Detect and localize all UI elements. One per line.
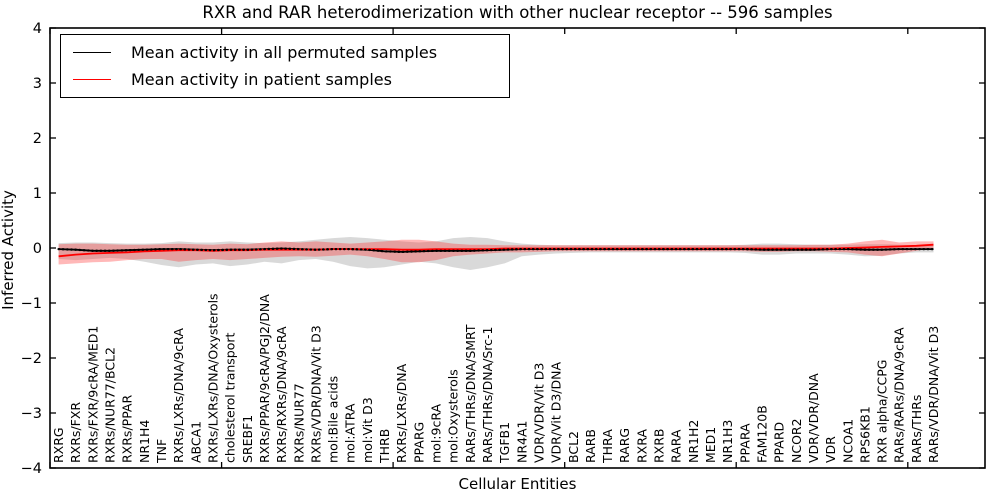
patient-band: [58, 239, 934, 265]
legend: Mean activity in all permuted samples Me…: [60, 34, 510, 98]
x-category-label: RXRs/NUR77: [291, 383, 306, 463]
x-category-label: TNF: [154, 439, 169, 464]
y-tick-label: 3: [33, 76, 42, 92]
legend-entry-patient: Mean activity in patient samples: [73, 66, 499, 93]
x-category-label: PPARA: [737, 423, 752, 463]
x-category-label: VDR/Vit D3/DNA: [549, 362, 564, 463]
patient-line-swatch-icon: [73, 79, 111, 80]
y-tick-label: 2: [33, 131, 42, 147]
x-category-label: PPARD: [772, 422, 787, 463]
x-category-label: RXRs/RXRs/DNA/9cRA: [274, 326, 289, 463]
x-axis-label: Cellular Entities: [458, 475, 577, 493]
x-category-label: THRA: [600, 429, 615, 464]
x-category-label: RXRs/VDR/DNA/Vit D3: [308, 325, 323, 463]
x-category-label: VDR/VDR/DNA: [806, 373, 821, 463]
y-tick-label: −4: [21, 461, 42, 477]
x-category-label: RXRs/LXRs/DNA: [394, 363, 409, 463]
permuted-mean-dotted-line: [57, 247, 935, 254]
permuted-line-swatch-icon: [73, 52, 111, 53]
x-category-label: RARs/VDR/DNA/Vit D3: [926, 326, 941, 463]
x-category-label: RXRA: [634, 429, 649, 463]
x-category-label: THRB: [377, 429, 392, 464]
x-category-label: RXRs/PPAR/9cRA/PGJ2/DNA: [257, 294, 272, 463]
x-category-label: BCL2: [566, 431, 581, 463]
x-category-label: RXRG: [51, 427, 66, 463]
x-category-label: RXRs/LXRs/DNA/Oxysterols: [206, 293, 221, 463]
y-tick-label: 1: [33, 186, 42, 202]
x-category-label: RXR alpha/CCPG: [875, 360, 890, 463]
x-category-label: RARs/THRs: [909, 395, 924, 463]
x-category-label: RARA: [669, 429, 684, 463]
x-category-label: PPARG: [411, 422, 426, 463]
x-category-label: RARs/RARs/DNA/9cRA: [892, 327, 907, 463]
legend-label-patient: Mean activity in patient samples: [131, 70, 392, 89]
x-category-label: mol:Bile acids: [326, 376, 341, 463]
x-category-label: NR4A1: [514, 421, 529, 464]
chart-title: RXR and RAR heterodimerization with othe…: [202, 3, 833, 22]
x-category-label: NCOA1: [840, 419, 855, 463]
x-category-label: NR1H4: [137, 420, 152, 463]
y-tick-label: −2: [21, 351, 42, 367]
x-category-label: MED1: [703, 427, 718, 463]
y-tick-label: −3: [21, 406, 42, 422]
y-tick-label: 4: [33, 21, 42, 37]
legend-label-permuted: Mean activity in all permuted samples: [131, 43, 438, 62]
x-category-label: ABCA1: [188, 421, 203, 463]
x-category-label: RXRB: [652, 428, 667, 463]
patient-mean-line: [58, 243, 934, 258]
x-category-label: NR1H2: [686, 420, 701, 463]
x-category-label: cholesterol transport: [223, 332, 238, 463]
x-category-label: RARG: [617, 428, 632, 463]
x-category-label: RXRs/NUR77/BCL2: [103, 347, 118, 463]
x-category-label: VDR/VDR/Vit D3: [531, 363, 546, 463]
x-category-label: RARs/THRs/DNA/Src-1: [480, 327, 495, 463]
y-axis-label: Inferred Activity: [0, 190, 17, 310]
x-category-label: mol:ATRA: [343, 403, 358, 463]
x-category-label: NCOR2: [789, 418, 804, 463]
x-category-label: mol:Vit D3: [360, 397, 375, 463]
x-category-label: mol:Oxysterols: [446, 369, 461, 463]
x-category-label: FAM120B: [755, 405, 770, 463]
x-category-label: RXRs/PPAR: [120, 395, 135, 463]
x-category-label: NR1H3: [720, 420, 735, 463]
x-category-label: mol:9cRA: [429, 403, 444, 463]
x-category-label: RPS6KB1: [857, 406, 872, 463]
x-category-label: RXRs/LXRs/DNA/9cRA: [171, 328, 186, 463]
permuted-band: [58, 237, 934, 270]
x-category-label: SREBF1: [240, 415, 255, 463]
x-category-label: RXRs/FXR: [68, 402, 83, 463]
x-category-label: RARs/THRs/DNA/SMRT: [463, 324, 478, 463]
x-category-label: TGFB1: [497, 422, 512, 464]
x-category-label: RXRs/FXR/9cRA/MED1: [85, 326, 100, 463]
legend-entry-permuted: Mean activity in all permuted samples: [73, 39, 499, 66]
x-category-label: VDR: [823, 436, 838, 463]
x-category-label: RARB: [583, 429, 598, 463]
y-tick-label: 0: [33, 241, 42, 257]
y-tick-label: −1: [21, 296, 42, 312]
